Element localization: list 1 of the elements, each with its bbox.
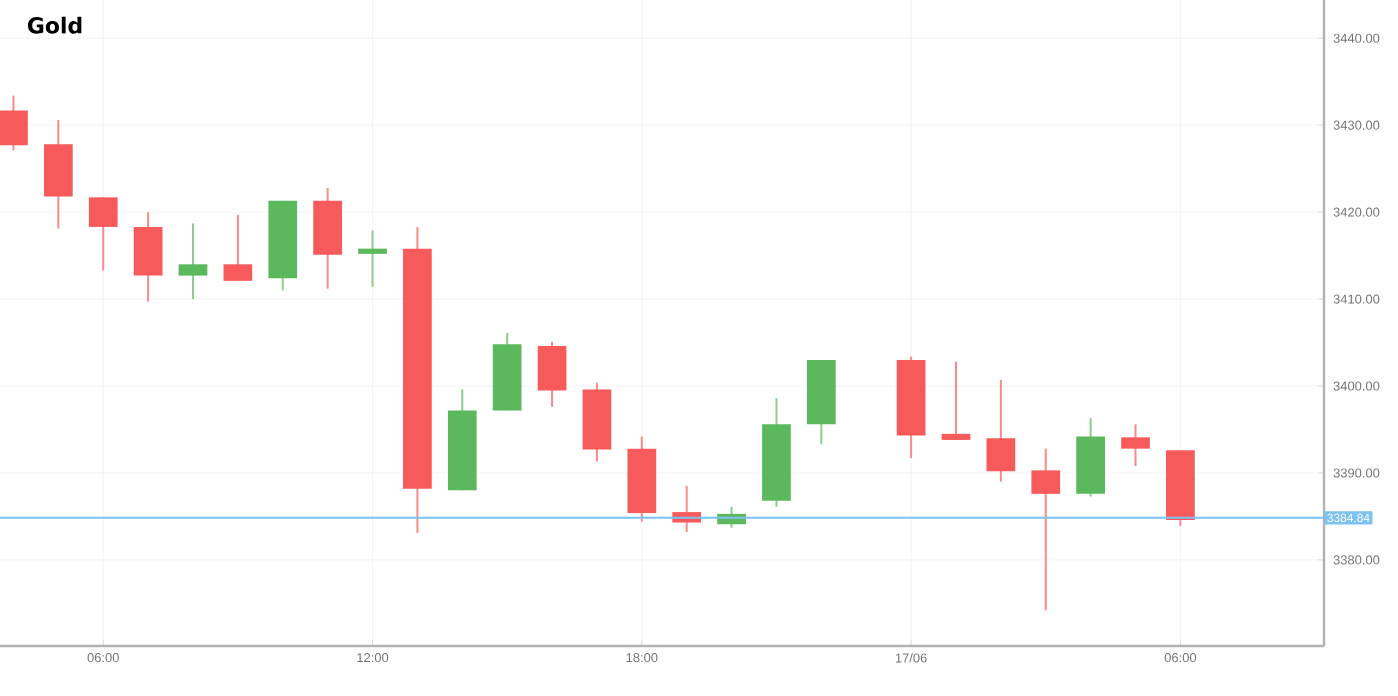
text: Gold [27, 16, 82, 34]
